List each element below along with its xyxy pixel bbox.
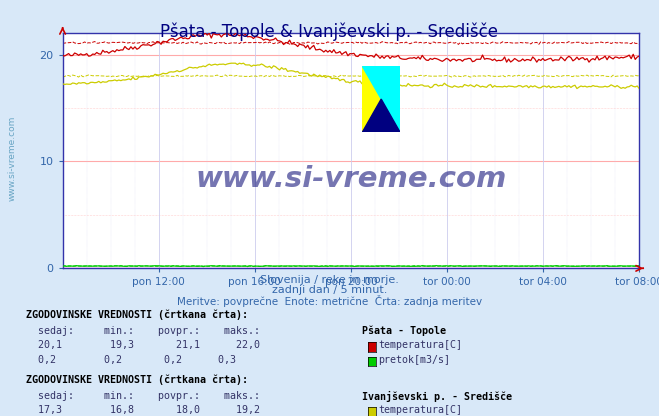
Text: 17,3        16,8       18,0      19,2: 17,3 16,8 18,0 19,2 — [26, 405, 260, 415]
Text: sedaj:     min.:    povpr.:    maks.:: sedaj: min.: povpr.: maks.: — [26, 391, 260, 401]
Text: zadnji dan / 5 minut.: zadnji dan / 5 minut. — [272, 285, 387, 295]
Text: ZGODOVINSKE VREDNOSTI (črtkana črta):: ZGODOVINSKE VREDNOSTI (črtkana črta): — [26, 375, 248, 385]
Text: 20,1        19,3       21,1      22,0: 20,1 19,3 21,1 22,0 — [26, 340, 260, 350]
Text: Ivanjševski p. - Središče: Ivanjševski p. - Središče — [362, 391, 513, 402]
Text: sedaj:     min.:    povpr.:    maks.:: sedaj: min.: povpr.: maks.: — [26, 326, 260, 336]
Text: www.si-vreme.com: www.si-vreme.com — [8, 115, 17, 201]
Text: Pšata - Topole & Ivanjševski p. - Središče: Pšata - Topole & Ivanjševski p. - Središ… — [161, 23, 498, 41]
Text: ZGODOVINSKE VREDNOSTI (črtkana črta):: ZGODOVINSKE VREDNOSTI (črtkana črta): — [26, 310, 248, 320]
Text: pretok[m3/s]: pretok[m3/s] — [378, 355, 450, 365]
Text: Meritve: povprečne  Enote: metrične  Črta: zadnja meritev: Meritve: povprečne Enote: metrične Črta:… — [177, 295, 482, 307]
Text: 0,2        0,2       0,2      0,3: 0,2 0,2 0,2 0,3 — [26, 355, 237, 365]
Text: temperatura[C]: temperatura[C] — [378, 340, 462, 350]
Text: Slovenija / reke in morje.: Slovenija / reke in morje. — [260, 275, 399, 285]
Text: Pšata - Topole: Pšata - Topole — [362, 326, 446, 336]
Text: www.si-vreme.com: www.si-vreme.com — [195, 165, 507, 193]
Text: temperatura[C]: temperatura[C] — [378, 405, 462, 415]
